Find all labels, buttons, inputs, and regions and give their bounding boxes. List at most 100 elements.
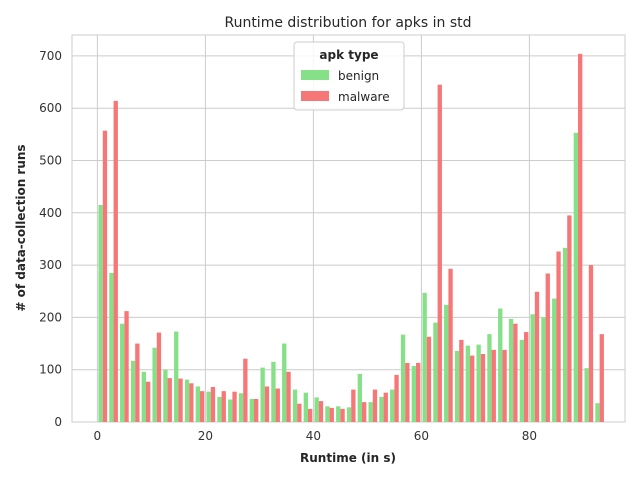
bar-malware [351,389,356,422]
legend-swatch-benign [301,70,329,80]
bar-benign [476,344,481,422]
bar-malware [448,268,453,422]
bar-malware [491,349,496,422]
bar-benign [174,331,179,422]
bar-benign [206,391,211,422]
bar-benign [552,298,557,422]
bar-malware [145,381,151,422]
bar-benign [325,406,330,422]
bar-benign [260,367,265,422]
bar-malware [167,378,172,422]
x-tick-label: 80 [522,429,537,443]
y-tick-label: 100 [39,363,62,377]
bar-benign [314,397,319,422]
bar-malware [480,354,486,422]
y-tick-label: 0 [54,415,62,429]
x-ticks: 0 20 40 60 80 [94,429,537,443]
bar-benign [454,350,460,422]
bar-malware [264,386,270,422]
bar-benign [120,323,125,422]
bar-malware [470,355,475,422]
bar-malware [221,391,226,422]
x-tick-label: 20 [198,429,213,443]
bar-benign [228,399,233,422]
bar-benign [422,292,427,422]
bar-benign [595,403,600,422]
bar-malware [113,100,118,422]
bar-malware [513,323,518,422]
bar-benign [163,369,168,422]
legend-swatch-malware [301,91,329,101]
bar-malware [243,358,248,422]
y-ticks: 0 100 200 300 400 500 600 700 [39,49,62,429]
legend-title: apk type [319,48,378,62]
bar-malware [210,386,216,422]
bar-benign [141,371,146,422]
x-tick-label: 40 [306,429,321,443]
bar-malware [426,336,432,422]
y-tick-label: 200 [39,310,62,324]
bar-malware [318,401,324,422]
bar-benign [400,334,406,422]
bar-malware [156,332,162,422]
bar-benign [282,343,287,422]
x-tick-label: 0 [94,429,102,443]
bar-malware [189,383,194,422]
bar-benign [346,407,352,422]
bar-benign [508,318,514,422]
bar-malware [556,251,561,422]
bar-malware [329,407,334,422]
bar-benign [184,379,190,422]
bar-benign [238,393,244,422]
bar-benign [562,247,568,422]
bar-benign [130,360,136,422]
bar-malware [599,334,604,422]
bar-benign [390,389,395,422]
bar-malware [286,371,291,422]
bar-benign [487,334,492,422]
legend-label-malware: malware [338,90,390,104]
bar-benign [573,132,579,422]
bar-benign [465,345,471,422]
bar-benign [109,272,114,422]
bar-malware [502,349,507,422]
bar-benign [292,389,298,422]
bar-malware [524,332,529,422]
bar-malware [394,374,399,422]
bar-malware [578,53,583,422]
bar-benign [530,314,535,422]
bar-malware [459,339,464,422]
bar-benign [584,368,589,422]
bar-malware [567,215,572,422]
bar-benign [357,373,363,422]
bar-malware [534,291,540,422]
y-tick-label: 600 [39,101,62,115]
y-tick-label: 300 [39,258,62,272]
bar-malware [383,392,388,422]
bar-malware [372,389,378,422]
bar-benign [271,361,276,422]
bar-malware [275,388,280,422]
bar-malware [340,408,345,422]
bars [98,53,604,423]
bar-benign [152,347,157,422]
bar-benign [411,366,417,422]
bar-malware [124,311,129,422]
bar-malware [253,398,259,422]
bar-malware [405,362,410,422]
y-axis-label: # of data-collection runs [14,144,28,311]
bar-malware [297,403,302,422]
bar-malware [135,343,140,422]
bar-benign [249,398,254,422]
y-tick-label: 400 [39,206,62,220]
bar-benign [498,308,503,422]
bar-malware [588,265,594,422]
bar-benign [195,386,200,422]
bar-benign [98,204,103,422]
x-axis-label: Runtime (in s) [300,451,396,465]
bar-malware [102,130,108,423]
y-tick-label: 500 [39,154,62,168]
bar-benign [444,304,449,422]
bar-malware [362,402,367,422]
